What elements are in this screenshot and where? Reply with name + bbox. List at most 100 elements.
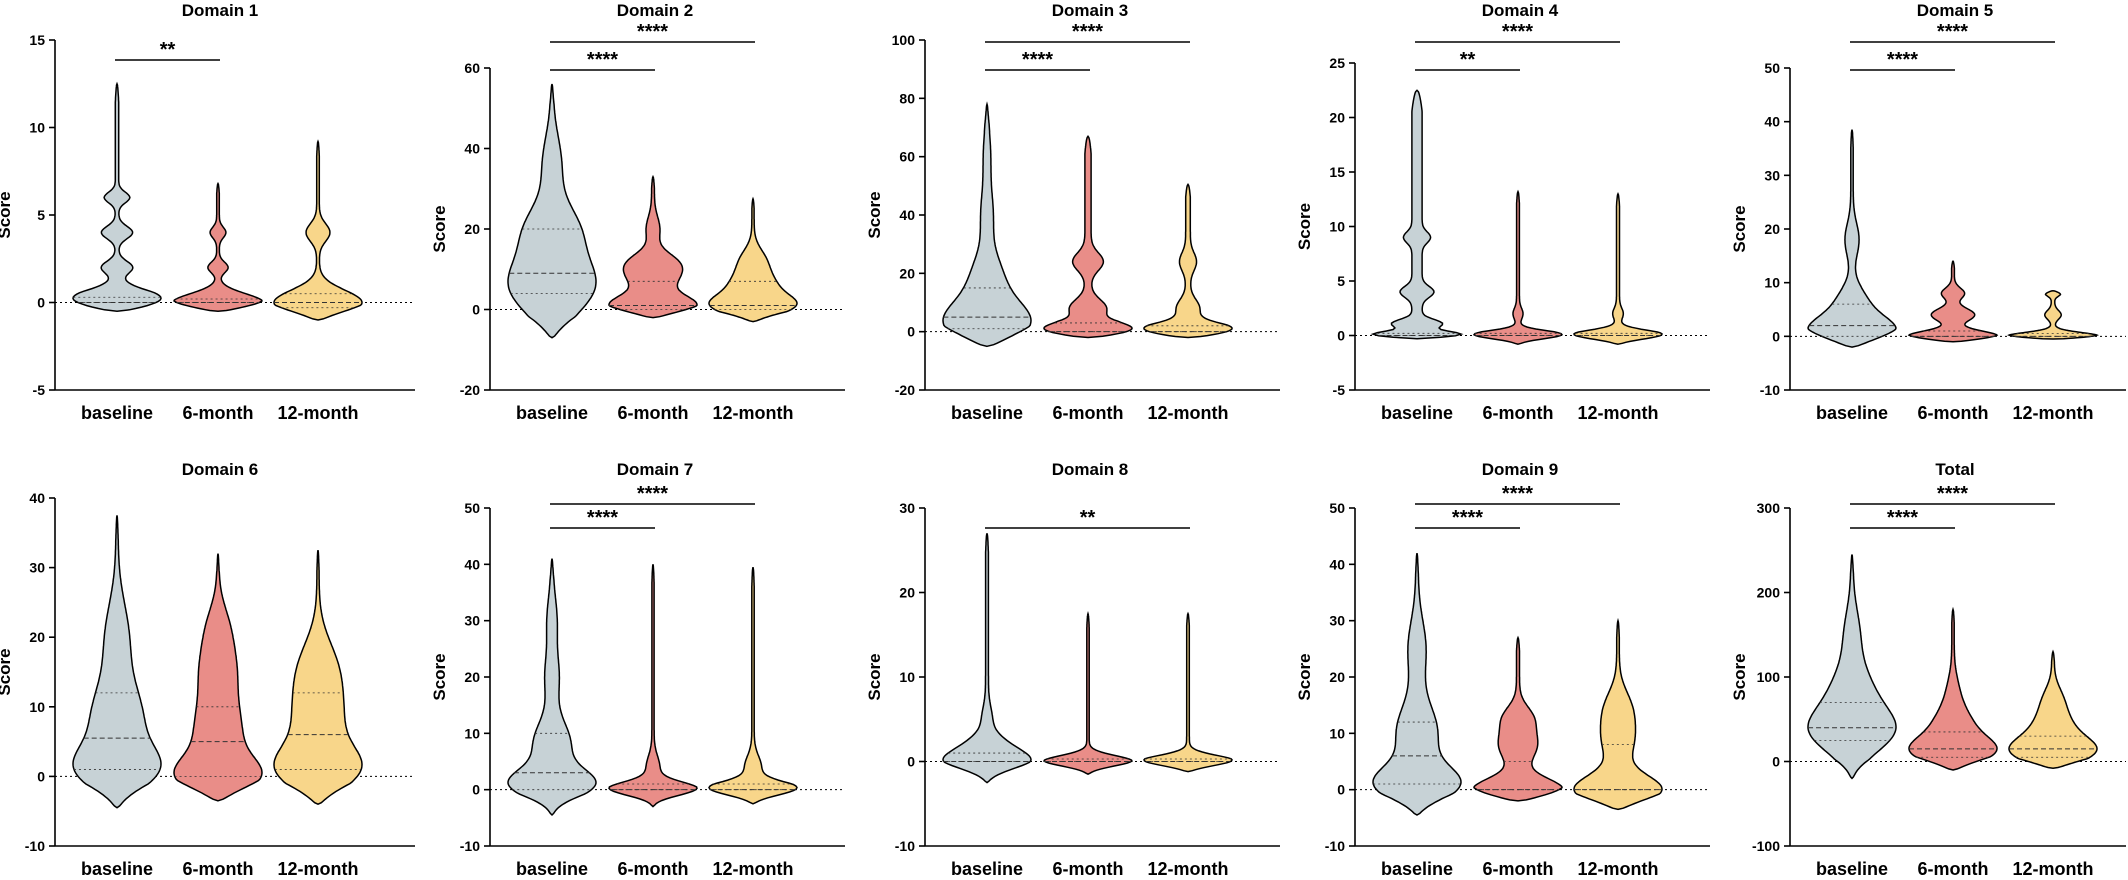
y-tick-label: 0 bbox=[1337, 782, 1345, 798]
y-tick-label: 0 bbox=[1772, 754, 1780, 770]
y-axis-label: Score bbox=[1730, 653, 1749, 700]
y-tick-label: 50 bbox=[1329, 500, 1345, 516]
panel-title: Domain 1 bbox=[182, 1, 259, 20]
panel-total: Total Score -100 0 100 200 300 baseline 6-month 1… bbox=[1730, 460, 2126, 879]
significance-label: **** bbox=[1072, 21, 1103, 43]
violin-baseline bbox=[507, 83, 597, 339]
significance-label: **** bbox=[1452, 507, 1483, 529]
y-tick-label: 10 bbox=[1329, 219, 1345, 235]
violin-12-month bbox=[1573, 617, 1663, 811]
y-tick-label: 0 bbox=[1337, 328, 1345, 344]
significance-label: **** bbox=[587, 507, 618, 529]
y-axis-label: Score bbox=[1730, 205, 1749, 252]
y-tick-label: 20 bbox=[1329, 110, 1345, 126]
violin-6-month bbox=[608, 174, 698, 319]
y-tick-label: 20 bbox=[899, 265, 915, 281]
panel-domain-8: Domain 8 Score -10 0 10 20 30 baseline 6-month 12… bbox=[865, 460, 1280, 879]
y-axis-label: Score bbox=[0, 191, 14, 238]
y-tick-label: 50 bbox=[1764, 60, 1780, 76]
significance-label: **** bbox=[1887, 507, 1918, 529]
y-axis-label: Score bbox=[430, 205, 449, 252]
y-tick-label: 25 bbox=[1329, 55, 1345, 71]
significance-label: **** bbox=[637, 483, 668, 505]
violin-12-month bbox=[708, 567, 798, 805]
significance-label: **** bbox=[1937, 483, 1968, 505]
violin-baseline bbox=[942, 533, 1032, 784]
violin-6-month bbox=[1473, 635, 1563, 802]
panel-domain-2: Domain 2 Score -20 0 20 40 60 baseline 6-month 12… bbox=[430, 1, 845, 423]
panel-title: Domain 6 bbox=[182, 460, 259, 479]
violin-6-month bbox=[1043, 610, 1133, 776]
violin-6-month bbox=[173, 181, 263, 313]
x-category-label: 12-month bbox=[1148, 403, 1229, 423]
y-tick-label: 40 bbox=[464, 141, 480, 157]
significance-label: **** bbox=[1937, 21, 1968, 43]
panel-title: Domain 3 bbox=[1052, 1, 1129, 20]
panel-domain-5: Domain 5 Score -10 0 10 20 30 40 50 baseline 6-mon… bbox=[1730, 1, 2126, 423]
violin-baseline bbox=[72, 81, 162, 313]
x-category-label: 12-month bbox=[2013, 859, 2094, 879]
violin-6-month bbox=[608, 564, 698, 808]
y-axis-label: Score bbox=[865, 191, 884, 238]
y-tick-label: -10 bbox=[895, 838, 915, 854]
y-tick-label: 60 bbox=[464, 60, 480, 76]
y-tick-label: 40 bbox=[29, 490, 45, 506]
y-tick-label: 40 bbox=[1764, 114, 1780, 130]
violin-12-month bbox=[1573, 191, 1663, 345]
y-tick-label: 60 bbox=[899, 149, 915, 165]
violin-baseline bbox=[507, 558, 597, 817]
x-category-label: 6-month bbox=[1483, 859, 1554, 879]
x-category-label: 12-month bbox=[1578, 859, 1659, 879]
y-tick-label: -5 bbox=[1333, 382, 1346, 398]
y-tick-label: -5 bbox=[33, 382, 46, 398]
y-tick-label: 300 bbox=[1757, 500, 1781, 516]
significance-label: **** bbox=[637, 21, 668, 43]
x-category-label: 6-month bbox=[1053, 859, 1124, 879]
y-tick-label: 15 bbox=[29, 32, 45, 48]
violin-baseline bbox=[1372, 552, 1462, 816]
violin-12-month bbox=[1143, 611, 1233, 773]
panel-domain-3: Domain 3 Score -20 0 20 40 60 80 100 baseline 6-mo… bbox=[865, 1, 1280, 423]
significance-label: ** bbox=[160, 39, 176, 61]
y-tick-label: 20 bbox=[1329, 669, 1345, 685]
x-category-label: 6-month bbox=[1918, 859, 1989, 879]
x-category-label: 6-month bbox=[1918, 403, 1989, 423]
violin-12-month bbox=[1143, 183, 1233, 339]
violin-baseline bbox=[1807, 129, 1897, 348]
panel-title: Domain 5 bbox=[1917, 1, 1994, 20]
x-category-label: baseline bbox=[1816, 859, 1888, 879]
significance-label: **** bbox=[1502, 21, 1533, 43]
x-category-label: 12-month bbox=[713, 403, 794, 423]
y-tick-label: 0 bbox=[37, 295, 45, 311]
y-tick-label: 10 bbox=[1329, 725, 1345, 741]
significance-label: **** bbox=[1022, 49, 1053, 71]
violin-6-month bbox=[1908, 606, 1998, 771]
x-category-label: baseline bbox=[81, 859, 153, 879]
x-category-label: baseline bbox=[1816, 403, 1888, 423]
x-category-label: 12-month bbox=[1578, 403, 1659, 423]
panel-domain-6: Domain 6 Score -10 0 10 20 30 40 baseline 6-month… bbox=[0, 460, 415, 879]
panel-title: Domain 2 bbox=[617, 1, 694, 20]
significance-label: ** bbox=[1080, 507, 1096, 529]
y-tick-label: 50 bbox=[464, 500, 480, 516]
y-tick-label: 30 bbox=[29, 560, 45, 576]
y-tick-label: -10 bbox=[1760, 382, 1780, 398]
y-tick-label: 10 bbox=[29, 699, 45, 715]
x-category-label: 12-month bbox=[2013, 403, 2094, 423]
y-tick-label: 200 bbox=[1757, 585, 1781, 601]
x-category-label: 12-month bbox=[278, 403, 359, 423]
y-tick-label: 10 bbox=[899, 669, 915, 685]
y-axis-label: Score bbox=[865, 653, 884, 700]
panel-domain-4: Domain 4 Score -5 0 5 10 15 20 25 baseline 6-month… bbox=[1295, 1, 1710, 423]
y-axis-label: Score bbox=[1295, 203, 1314, 250]
x-category-label: baseline bbox=[1381, 403, 1453, 423]
violin-6-month bbox=[1043, 134, 1133, 339]
y-tick-label: 5 bbox=[37, 207, 45, 223]
panel-domain-9: Domain 9 Score -10 0 10 20 30 40 50 baseline 6-mon… bbox=[1295, 460, 1710, 879]
y-tick-label: 20 bbox=[899, 585, 915, 601]
violin-6-month bbox=[1907, 259, 1999, 343]
y-tick-label: 40 bbox=[464, 556, 480, 572]
violin-6-month bbox=[173, 553, 263, 802]
x-category-label: 6-month bbox=[183, 859, 254, 879]
x-category-label: 12-month bbox=[278, 859, 359, 879]
